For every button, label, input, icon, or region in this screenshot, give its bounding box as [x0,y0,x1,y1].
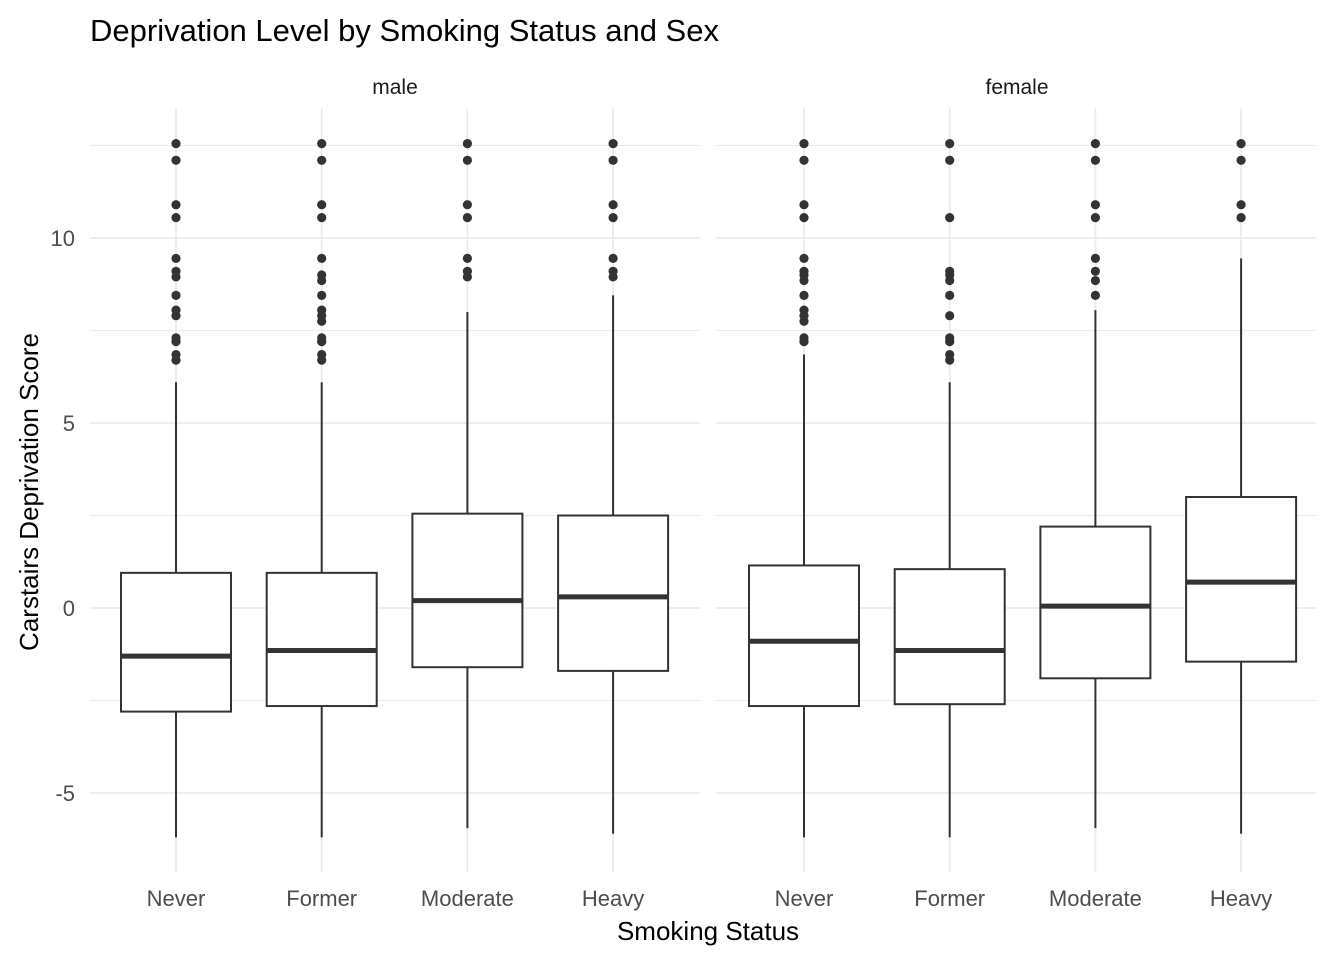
outlier-point [945,155,955,165]
outlier-point [317,253,327,263]
outlier-point [945,311,955,321]
x-tick-label: Former [286,886,357,911]
facet-label-male: male [372,76,418,99]
x-tick-label: Heavy [1210,886,1272,911]
outlier-point [462,213,472,223]
outlier-point [462,266,472,276]
x-axis-title: Smoking Status [617,916,799,946]
outlier-point [608,139,618,149]
outlier-point [171,155,181,165]
panel-male: male Never Former Moderate Heavy [90,76,700,911]
iqr-box [1185,496,1298,663]
outlier-point [317,155,327,165]
outlier-point [171,213,181,223]
x-tick-label: Moderate [421,886,514,911]
outlier-point [1090,266,1100,276]
outlier-point [608,200,618,210]
outlier-point [799,333,809,343]
outlier-point [945,333,955,343]
outlier-point [462,253,472,263]
outlier-point [171,290,181,300]
outlier-point [171,266,181,276]
outlier-point [945,266,955,276]
outlier-point [799,305,809,315]
outlier-point [171,200,181,210]
outlier-point [317,213,327,223]
outlier-point [799,213,809,223]
iqr-box [120,571,232,713]
box-male-heavy [557,139,670,834]
outlier-point [171,139,181,149]
iqr-box [557,514,670,672]
y-tick-label: 5 [63,411,75,436]
outlier-point [608,213,618,223]
box-male-former [265,139,378,838]
outlier-point [799,290,809,300]
outlier-point [1090,275,1100,286]
facet-label-female: female [985,76,1048,99]
box-female-heavy [1185,139,1298,834]
outlier-point [1236,213,1246,223]
outlier-point [799,200,809,210]
outlier-point [608,253,618,263]
x-tick-label: Former [914,886,985,911]
outlier-point [317,290,327,300]
outlier-point [317,305,327,315]
y-axis-title: Carstairs Deprivation Score [14,333,44,651]
outlier-point [462,139,472,149]
outlier-point [317,139,327,149]
x-tick-label: Moderate [1049,886,1142,911]
outlier-point [317,270,327,280]
outlier-point [317,349,327,360]
outlier-point [171,349,181,360]
facet-panels: male Never Former Moderate Heavy female Never F… [51,76,1316,911]
outlier-point [462,155,472,165]
outlier-point [317,333,327,343]
x-tick-label: Never [147,886,206,911]
box-male-never [120,139,232,838]
iqr-box [265,571,378,708]
outlier-point [945,139,955,149]
outlier-point [1090,155,1100,165]
outlier-point [1236,139,1246,149]
box-female-former [893,139,1006,838]
panel-female: female Never Former Moderate Heavy [716,76,1316,911]
y-tick-label: -5 [55,781,75,806]
iqr-box [411,512,524,669]
y-tick-label: 10 [51,226,75,251]
outlier-point [1236,200,1246,210]
outlier-point [799,253,809,263]
outlier-point [1090,213,1100,223]
x-tick-label: Heavy [582,886,644,911]
outlier-point [1090,290,1100,300]
outlier-point [1090,200,1100,210]
outlier-point [608,266,618,276]
outlier-point [608,155,618,165]
outlier-point [171,305,181,315]
y-tick-label: 0 [63,596,75,621]
box-female-moderate [1039,139,1152,829]
outlier-point [799,139,809,149]
box-male-moderate [411,139,524,829]
outlier-point [171,253,181,263]
outlier-point [171,333,181,343]
outlier-point [1090,139,1100,149]
iqr-box [893,568,1006,706]
outlier-point [945,290,955,300]
outlier-point [1090,253,1100,263]
outlier-point [945,213,955,223]
outlier-point [317,200,327,210]
iqr-box [1039,525,1152,680]
x-tick-label: Never [775,886,834,911]
outlier-point [799,266,809,276]
outlier-point [1236,155,1246,165]
iqr-box [748,564,860,708]
outlier-point [799,155,809,165]
chart-title: Deprivation Level by Smoking Status and … [90,13,719,48]
outlier-point [945,349,955,360]
box-female-never [748,139,860,838]
outlier-point [462,200,472,210]
